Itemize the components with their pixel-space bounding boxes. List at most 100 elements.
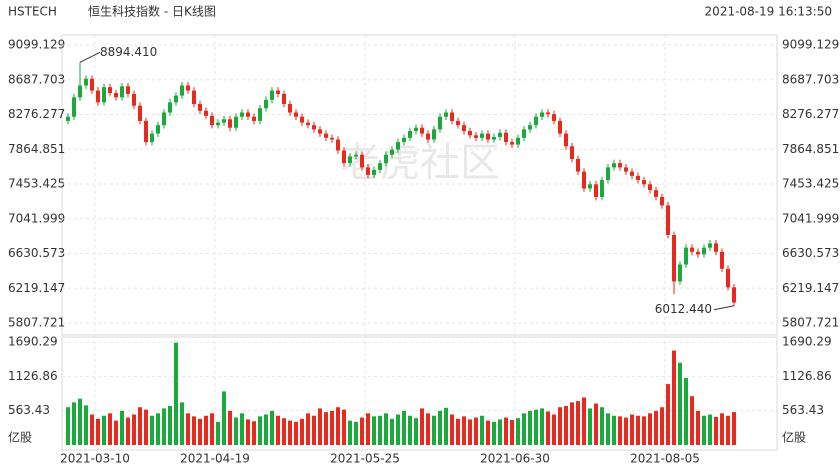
candle-body xyxy=(72,97,76,117)
volume-bar xyxy=(522,413,526,445)
volume-bar xyxy=(282,418,286,445)
volume-bar xyxy=(540,408,544,445)
candle-body xyxy=(384,154,388,164)
candle-body xyxy=(438,116,442,130)
volume-bar xyxy=(708,414,712,445)
v-tick-label: 1126.86 xyxy=(8,369,58,383)
candle-body xyxy=(402,137,406,143)
y-tick-label: 8687.703 xyxy=(8,72,65,86)
candle-body xyxy=(288,104,292,113)
volume-bar xyxy=(504,417,508,445)
candle-body xyxy=(636,175,640,181)
volume-bar xyxy=(462,416,466,445)
candle-body xyxy=(366,167,370,175)
volume-bar xyxy=(420,408,424,445)
candle-body xyxy=(426,133,430,140)
volume-bar xyxy=(354,421,358,445)
candle-body xyxy=(264,99,268,109)
candle-body xyxy=(258,108,262,121)
volume-bar xyxy=(270,410,274,445)
volume-bar xyxy=(108,413,112,445)
volume-bar xyxy=(318,408,322,445)
volume-bar xyxy=(228,410,232,445)
volume-bar xyxy=(78,398,82,445)
candle-body xyxy=(138,105,142,121)
candle-body xyxy=(360,154,364,168)
volume-unit: 亿股 xyxy=(782,430,806,445)
candle-body xyxy=(240,112,244,117)
volume-bar xyxy=(312,415,316,445)
volume-bar xyxy=(648,413,652,445)
candle-body xyxy=(732,287,736,303)
volume-bar xyxy=(342,409,346,445)
volume-bar xyxy=(150,415,154,445)
candle-body xyxy=(510,142,514,145)
volume-bar xyxy=(720,413,724,445)
volume-bar xyxy=(678,362,682,445)
volume-bar xyxy=(432,415,436,445)
volume-bar xyxy=(174,342,178,445)
volume-bar xyxy=(552,414,556,445)
candle-body xyxy=(480,133,484,138)
volume-bar xyxy=(576,401,580,445)
candle-body xyxy=(654,190,658,197)
y-tick-label: 6219.147 xyxy=(782,281,839,295)
candle-body xyxy=(300,116,304,123)
volume-bar xyxy=(492,421,496,445)
volume-bar xyxy=(336,407,340,445)
volume-bar xyxy=(450,414,454,445)
volume-bar xyxy=(102,415,106,445)
y-tick-label: 7453.425 xyxy=(782,177,839,191)
candle-body xyxy=(108,87,112,94)
volume-bar xyxy=(438,410,442,445)
volume-bar xyxy=(252,421,256,445)
volume-bar xyxy=(300,418,304,445)
candle-body xyxy=(168,102,172,113)
candle-body xyxy=(306,122,310,126)
v-tick-label: 1690.29 xyxy=(8,335,58,349)
volume-bar xyxy=(156,413,160,445)
volume-bar xyxy=(96,418,100,445)
chart-title: 恒生科技指数 - 日K线图 xyxy=(88,4,216,19)
annotation-line xyxy=(79,51,101,63)
volume-bar xyxy=(126,417,130,445)
volume-bar xyxy=(276,415,280,445)
candle-body xyxy=(234,116,238,128)
y-tick-label: 6219.147 xyxy=(8,281,65,295)
volume-bar xyxy=(486,420,490,445)
candle-body xyxy=(180,85,184,96)
price-panel xyxy=(61,34,778,336)
volume-bar xyxy=(372,416,376,445)
candle-body xyxy=(282,93,286,105)
candle-body xyxy=(468,131,472,136)
candle-body xyxy=(630,171,634,176)
candle-body xyxy=(276,90,280,94)
volume-bar xyxy=(390,418,394,445)
symbol: HSTECH xyxy=(8,5,57,19)
volume-bar xyxy=(654,410,658,445)
candle-body xyxy=(330,137,334,140)
volume-bar xyxy=(246,419,250,445)
v-tick-label: 563.43 xyxy=(8,403,50,417)
volume-bar xyxy=(642,416,646,445)
y-tick-label: 7041.999 xyxy=(782,211,839,225)
volume-bar xyxy=(498,419,502,445)
y-tick-label: 7864.851 xyxy=(8,142,65,156)
volume-bar xyxy=(408,415,412,445)
candle-body xyxy=(294,112,298,117)
volume-bar xyxy=(198,418,202,445)
candle-body xyxy=(126,86,130,94)
volume-bar xyxy=(732,412,736,445)
candle-body xyxy=(378,163,382,170)
volume-bar xyxy=(606,413,610,445)
candle-body xyxy=(228,119,232,128)
volume-bar xyxy=(234,417,238,445)
volume-bar xyxy=(414,418,418,445)
volume-bar xyxy=(624,417,628,445)
volume-bar xyxy=(588,408,592,445)
candle-body xyxy=(348,156,352,164)
candle-body xyxy=(270,90,274,100)
volume-bar xyxy=(660,407,664,445)
volume-bar xyxy=(594,403,598,445)
volume-bar xyxy=(672,350,676,445)
